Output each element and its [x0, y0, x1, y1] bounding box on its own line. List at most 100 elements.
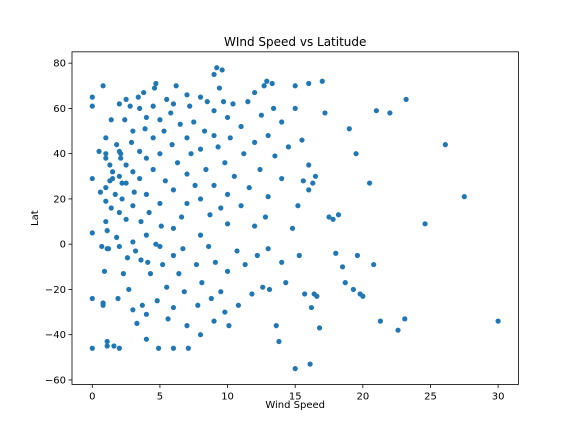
data-point [192, 182, 198, 188]
data-point [197, 196, 204, 202]
data-point [214, 65, 220, 71]
data-point [151, 85, 158, 91]
data-point [108, 117, 114, 123]
y-tick-label: 60 [53, 104, 66, 115]
data-point [211, 132, 217, 139]
data-point [137, 148, 143, 155]
data-point [211, 182, 217, 188]
data-point [339, 264, 346, 270]
data-point [403, 96, 409, 102]
data-point [126, 286, 132, 293]
data-point [289, 225, 296, 231]
data-point [176, 271, 182, 277]
data-point [306, 162, 312, 168]
data-point [178, 214, 185, 220]
data-point [103, 185, 109, 191]
data-point [330, 216, 336, 222]
data-point [181, 289, 187, 295]
y-axis-label: Lat [30, 210, 41, 226]
x-tick-label: 25 [424, 391, 437, 402]
data-point [123, 216, 129, 222]
data-point [122, 117, 128, 123]
data-point [158, 223, 164, 229]
data-point [216, 85, 223, 91]
data-point [131, 189, 137, 195]
data-point [89, 345, 95, 351]
data-point [161, 128, 167, 134]
data-point [118, 151, 124, 157]
data-point [279, 119, 285, 125]
data-point [206, 243, 212, 250]
data-point [308, 304, 315, 311]
data-point [170, 101, 177, 107]
data-point [262, 214, 269, 220]
data-point [319, 78, 325, 84]
data-point [180, 246, 186, 252]
data-point [170, 252, 177, 259]
data-point [103, 198, 109, 204]
data-point [218, 205, 224, 211]
data-point [204, 99, 210, 105]
data-point [307, 361, 313, 367]
data-point [235, 302, 241, 308]
data-point [184, 92, 190, 98]
data-point [169, 142, 175, 148]
data-point [103, 218, 109, 225]
data-point [264, 78, 270, 84]
data-point [350, 286, 356, 293]
y-tick-label: 40 [53, 149, 66, 160]
y-tick-label: 80 [53, 59, 66, 70]
data-point [265, 194, 271, 200]
data-point [269, 80, 275, 87]
data-point [212, 259, 218, 265]
data-point [177, 121, 183, 127]
data-point [257, 166, 263, 173]
data-point [292, 83, 298, 89]
chart-title: WInd Speed vs Latitude [224, 35, 366, 49]
data-point [119, 196, 125, 202]
data-point [312, 173, 319, 179]
data-point [261, 83, 267, 89]
data-point [270, 105, 277, 112]
data-point [207, 212, 213, 218]
data-point [107, 162, 113, 168]
data-point [224, 221, 231, 227]
data-point [211, 71, 217, 78]
data-point [157, 200, 163, 207]
data-point [306, 80, 312, 87]
data-point [292, 105, 298, 112]
data-point [234, 248, 240, 254]
data-point [157, 117, 163, 123]
data-point [103, 135, 109, 141]
data-point [310, 180, 316, 186]
data-point [160, 261, 166, 268]
data-point [354, 252, 361, 259]
data-point [306, 187, 312, 193]
data-point [227, 135, 233, 141]
data-point [116, 345, 122, 351]
data-point [265, 132, 271, 139]
data-point [238, 123, 244, 130]
data-point [137, 105, 143, 112]
data-point [127, 103, 133, 109]
data-point [279, 175, 285, 182]
data-point [316, 325, 323, 331]
data-point [333, 250, 339, 256]
data-point [201, 128, 208, 134]
data-point [197, 94, 204, 100]
data-point [360, 293, 366, 299]
data-point [138, 257, 144, 263]
data-point [96, 148, 102, 155]
data-point [371, 261, 377, 268]
data-point [260, 284, 266, 290]
data-point [285, 144, 292, 150]
data-point [326, 214, 332, 220]
data-point [108, 205, 114, 211]
data-point [276, 338, 282, 345]
data-point [138, 218, 144, 225]
data-point [132, 248, 139, 254]
data-point [203, 166, 209, 173]
data-point [258, 112, 264, 118]
data-point [266, 286, 273, 293]
